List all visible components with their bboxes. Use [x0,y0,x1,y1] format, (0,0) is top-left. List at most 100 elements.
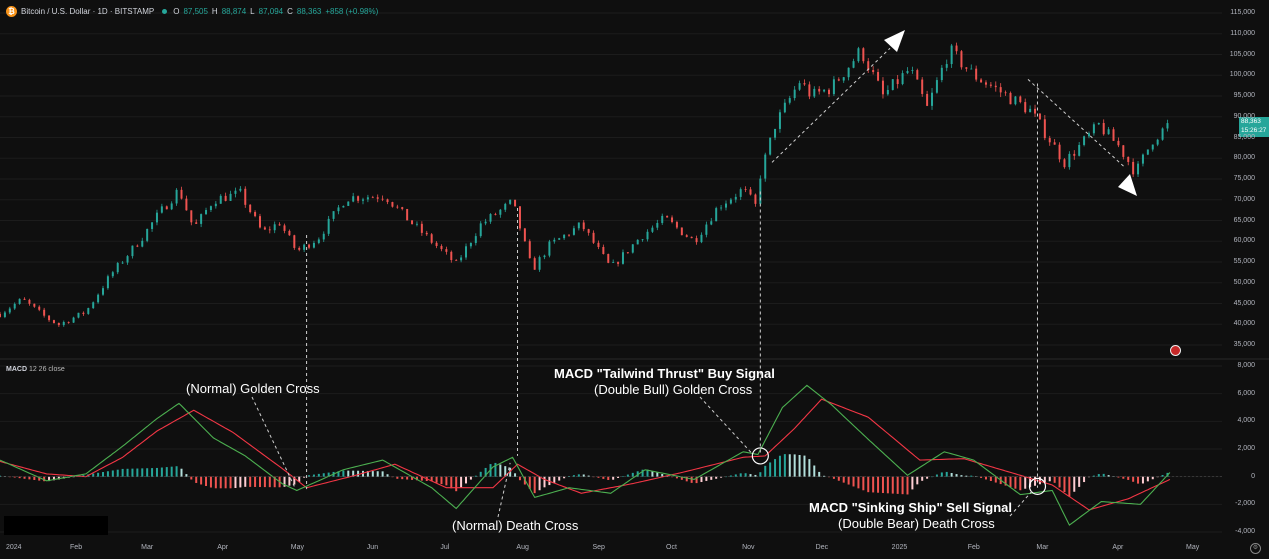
macd-histogram-bar [308,475,311,477]
candle-body [131,245,134,257]
candle-body [980,79,983,83]
macd-line [0,384,1171,526]
macd-histogram-bar [568,476,571,477]
macd-histogram-bar [23,476,26,479]
macd-histogram-bar [940,472,943,477]
macd-histogram-bar [803,455,806,477]
macd-histogram-bar [837,476,840,481]
candle-body [803,83,806,85]
macd-histogram-bar [984,476,987,480]
macd-histogram-bar [420,476,423,481]
macd-histogram-bar [234,476,237,488]
macd-histogram-bar [435,476,438,483]
macd-histogram-bar [401,476,404,480]
candle-body [1024,102,1027,113]
macd-histogram-bar [828,476,831,478]
macd-histogram-bar [415,476,418,481]
candle-body [440,246,443,250]
macd-histogram-bar [621,476,624,477]
macd-histogram-bar [646,469,649,477]
macd-histogram-bar [381,471,384,477]
price-tick-label: 90,000 [1233,112,1255,120]
change-value: +858 (+0.98%) [325,7,379,16]
candle-body [62,321,65,326]
macd-histogram-bar [33,476,36,480]
macd-tick-label: 8,000 [1237,362,1255,369]
candle-body [298,247,301,250]
macd-histogram-bar [744,473,747,477]
time-tick-label: Nov [742,544,755,551]
open-value: 87,505 [183,7,208,16]
macd-histogram-bar [165,467,168,477]
us-flag-icon[interactable] [1170,345,1181,356]
candle-body [940,67,943,81]
macd-histogram-bar [989,476,992,481]
macd-histogram-bar [808,459,811,477]
candle-body [1092,124,1095,134]
candle-body [0,313,1,317]
macd-indicator-label[interactable]: MACD 12 26 close [6,366,65,373]
macd-histogram-bar [1097,474,1100,477]
symbol-legend[interactable]: ₿ Bitcoin / U.S. Dollar · 1D · BITSTAMP … [6,6,378,17]
candle-body [450,251,453,261]
macd-histogram-bar [960,475,963,477]
candle-body [48,315,51,321]
candle-body [661,215,664,223]
candle-body [1097,122,1100,125]
macd-histogram-bar [1058,476,1061,488]
macd-histogram-bar [994,476,997,483]
candle-body [970,68,973,70]
time-tick-label: Feb [70,544,83,551]
candle-body [13,303,16,309]
macd-histogram-bar [769,462,772,477]
candle-body [1053,142,1056,145]
candle-body [244,188,247,205]
macd-histogram-bar [303,476,306,478]
macd-histogram-bar [1102,473,1105,477]
candle-body [749,189,752,195]
macd-histogram-bar [249,476,252,487]
macd-histogram-bar [1004,476,1007,486]
candle-body [646,231,649,240]
candle-body [935,80,938,93]
candle-body [381,198,384,200]
macd-histogram-bar [1132,476,1135,482]
candle-body [832,79,835,95]
macd-histogram-bar [116,469,119,477]
macd-histogram-bar [43,476,46,482]
candle-body [106,276,109,289]
macd-histogram-bar [460,476,463,488]
candle-body [769,137,772,155]
macd-histogram-bar [857,476,860,489]
sell-cross-circle [1028,477,1047,495]
time-tick-label: Sep [592,544,605,551]
close-value: 88,363 [296,7,322,16]
candle-body [3,312,6,317]
candle-body [33,303,36,307]
macd-histogram-bar [298,476,301,482]
macd-histogram-bar [146,468,149,477]
candle-body [308,244,311,248]
candle-body [146,228,149,241]
settings-gear-icon[interactable]: ⚙ [1250,543,1261,554]
macd-histogram-bar [1083,476,1086,483]
macd-histogram-bar [582,474,585,477]
time-tick-label: Feb [967,544,980,551]
macd-histogram-bar [258,476,261,488]
candle-body [774,128,777,138]
macd-histogram-bar [111,470,114,477]
macd-histogram-bar [18,476,21,479]
candle-body [921,79,924,94]
macd-histogram-bar [1078,476,1081,487]
macd-histogram-bar [151,468,154,477]
macd-histogram-bar [563,476,566,479]
macd-histogram-bar [818,471,821,477]
macd-histogram-bar [538,476,541,491]
macd-histogram-bar [528,476,531,489]
macd-histogram-bar [970,475,973,477]
candle-body [916,70,919,80]
macd-histogram-bar [52,476,55,481]
macd-histogram-bar [891,476,894,494]
